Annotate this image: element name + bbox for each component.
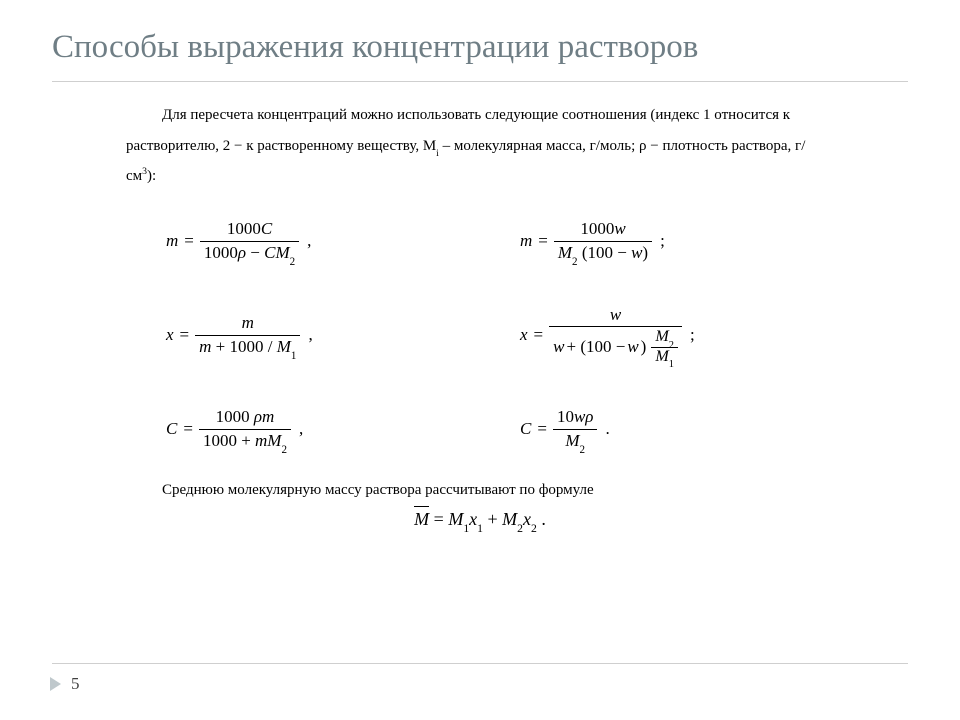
next-arrow-icon: [50, 677, 61, 691]
page-number: 5: [71, 674, 80, 694]
intro-paragraph: Для пересчета концентраций можно использ…: [126, 100, 834, 192]
footer: 5: [50, 674, 80, 694]
formula-C-from-w: C = 10wρ M2 .: [520, 386, 834, 472]
footer-divider: [52, 663, 908, 664]
formula-grid: m = 1000C 1000ρ − CM2 , m = 1000w M2 (10: [126, 198, 834, 472]
avg-mass-paragraph: Среднюю молекулярную массу раствора расс…: [126, 476, 834, 505]
body: Для пересчета концентраций можно использ…: [52, 100, 908, 530]
formula-m-from-C: m = 1000C 1000ρ − CM2 ,: [166, 198, 480, 284]
slide: Способы выражения концентрации растворов…: [0, 0, 960, 720]
formula-m-from-w: m = 1000w M2 (100 − w) ;: [520, 198, 834, 284]
avg-mass-formula: M = M1x1 + M2x2 .: [126, 509, 834, 530]
formula-C-from-m: C = 1000 ρm 1000 + mM2 ,: [166, 386, 480, 472]
formula-x-from-w: x = w w + (100 − w) M2 M1: [520, 292, 834, 378]
formula-x-from-m: x = m m + 1000 / M1 ,: [166, 292, 480, 378]
page-title: Способы выражения концентрации растворов: [52, 28, 908, 82]
